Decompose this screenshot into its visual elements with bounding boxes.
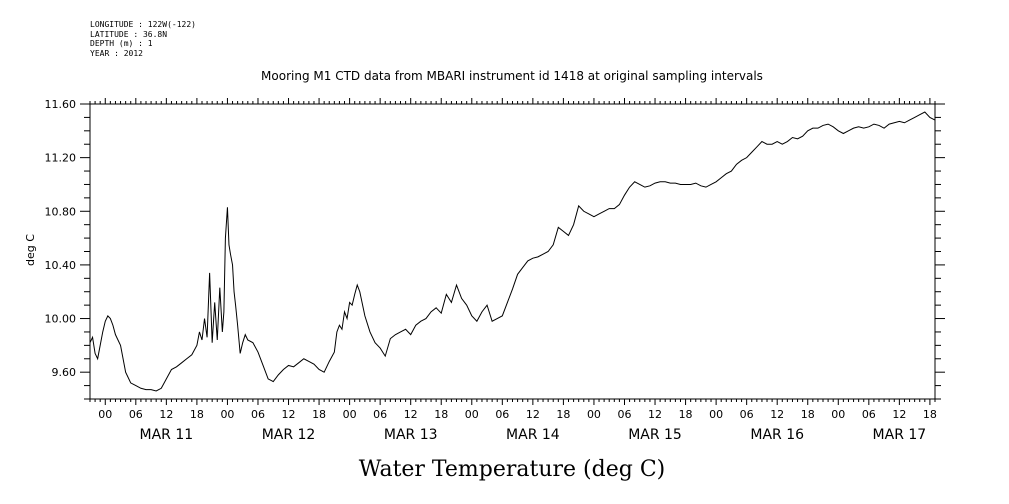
y-tick-label: 11.60 (45, 98, 77, 111)
x-tick-label: 00 (465, 408, 479, 421)
x-tick-label: 00 (98, 408, 112, 421)
y-axis-label: deg C (24, 234, 37, 266)
x-tick-label: 12 (892, 408, 906, 421)
x-tick-labels: 00 06 12 18 00 06 12 18 00 06 12 18 00 06 12 18 00 06 12 18… (98, 408, 937, 421)
x-tick-label: 12 (282, 408, 296, 421)
x-day-label: MAR 17 (873, 427, 927, 443)
x-tick-label: 18 (679, 408, 693, 421)
y-tick-label: 9.60 (52, 366, 77, 379)
x-tick-label: 12 (159, 408, 173, 421)
x-tick-label: 06 (373, 408, 387, 421)
chart-title: Mooring M1 CTD data from MBARI instrumen… (261, 69, 763, 83)
x-tick-label: 12 (770, 408, 784, 421)
x-day-labels: MAR 11 MAR 12 MAR 13 MAR 14 MAR 15 MAR 16 MAR … (140, 427, 927, 443)
x-day-label: MAR 11 (140, 427, 194, 443)
x-tick-label: 18 (312, 408, 326, 421)
y-tick-labels: 9.60 10.00 10.40 10.80 11.20 11.60 (45, 98, 77, 379)
y-tick-label: 10.80 (45, 205, 77, 218)
x-tick-label: 00 (587, 408, 601, 421)
x-day-label: MAR 12 (262, 427, 316, 443)
x-tick-label: 12 (526, 408, 540, 421)
x-tick-label: 18 (923, 408, 937, 421)
x-tick-label: 12 (648, 408, 662, 421)
x-tick-label: 00 (709, 408, 723, 421)
x-day-label: MAR 15 (628, 427, 682, 443)
depth-text: DEPTH (m) : 1 (90, 39, 153, 48)
metadata-block: LONGITUDE : 122W(-122) LATITUDE : 36.8N … (90, 20, 196, 58)
x-tick-label: 12 (404, 408, 418, 421)
plot-frame (89, 103, 936, 400)
x-tick-label: 18 (801, 408, 815, 421)
x-day-label: MAR 13 (384, 427, 438, 443)
x-tick-label: 06 (251, 408, 265, 421)
year-text: YEAR : 2012 (90, 48, 143, 58)
y-tick-label: 10.00 (45, 313, 77, 326)
latitude-text: LATITUDE : 36.8N (90, 29, 168, 39)
x-tick-label: 06 (740, 408, 754, 421)
x-tick-label: 06 (129, 408, 143, 421)
x-tick-label: 00 (831, 408, 845, 421)
longitude-text: LONGITUDE : 122W(-122) (90, 20, 196, 29)
x-tick-label: 06 (617, 408, 631, 421)
x-tick-label: 18 (190, 408, 204, 421)
x-day-label: MAR 14 (506, 427, 560, 443)
x-tick-label: 18 (556, 408, 570, 421)
y-tick-label: 10.40 (45, 259, 77, 272)
x-axis-label: Water Temperature (deg C) (359, 457, 666, 482)
y-tick-label: 11.20 (45, 152, 77, 165)
temperature-series-line (89, 111, 936, 392)
axis-ticks (80, 98, 945, 405)
x-tick-label: 00 (343, 408, 357, 421)
x-tick-label: 06 (862, 408, 876, 421)
x-tick-label: 00 (220, 408, 234, 421)
x-tick-label: 06 (495, 408, 509, 421)
x-tick-label: 18 (434, 408, 448, 421)
x-day-label: MAR 16 (750, 427, 804, 443)
